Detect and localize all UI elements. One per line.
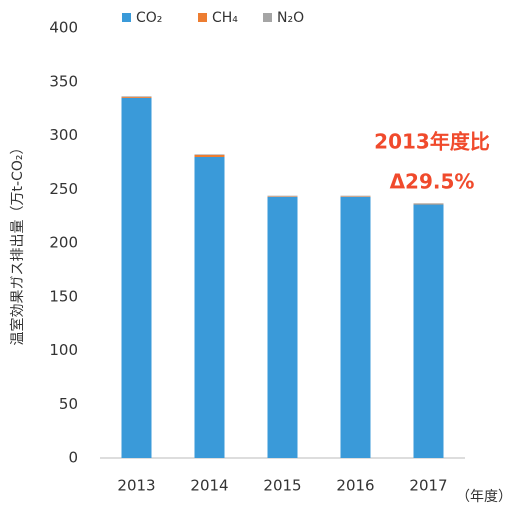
legend-label: N₂O	[277, 10, 304, 26]
legend-label: CH₄	[212, 10, 238, 26]
x-axis-label: （年度）	[456, 489, 512, 505]
bar-segment	[194, 154, 225, 157]
legend-swatch	[263, 13, 272, 22]
bar-segment	[413, 203, 444, 205]
bar-segment	[340, 195, 371, 197]
bar-segment	[121, 96, 152, 98]
y-axis-label: 温室効果ガス排出量（万t-CO₂）	[9, 141, 26, 346]
y-tick-label: 300	[49, 126, 78, 144]
x-tick-label: 2015	[263, 477, 301, 495]
bar-segment	[194, 154, 225, 155]
y-tick-label: 200	[49, 234, 78, 252]
x-tick-label: 2016	[336, 477, 374, 495]
bar-segment	[413, 203, 444, 204]
annotation: Δ29.5%	[390, 170, 475, 194]
bar-segment	[267, 196, 298, 197]
annotation: 2013年度比	[374, 130, 490, 154]
y-tick-label: 250	[49, 180, 78, 198]
y-tick-label: 0	[68, 449, 78, 467]
legend-label: CO₂	[136, 10, 162, 26]
y-tick-label: 100	[49, 341, 78, 359]
x-tick-label: 2013	[117, 477, 155, 495]
bar-segment	[267, 196, 298, 458]
legend-swatch	[122, 13, 131, 22]
x-tick-label: 2017	[409, 477, 447, 495]
bar-segment	[340, 196, 371, 197]
bar-segment	[194, 157, 225, 458]
y-tick-label: 400	[49, 19, 78, 37]
bar-segment	[121, 97, 152, 458]
bar-segment	[121, 96, 152, 97]
y-tick-label: 50	[59, 395, 78, 413]
x-tick-label: 2014	[190, 477, 228, 495]
y-tick-label: 150	[49, 287, 78, 305]
legend-swatch	[198, 13, 207, 22]
bar-segment	[413, 204, 444, 458]
y-tick-label: 350	[49, 72, 78, 90]
bar-segment	[267, 195, 298, 197]
bar-segment	[340, 196, 371, 458]
